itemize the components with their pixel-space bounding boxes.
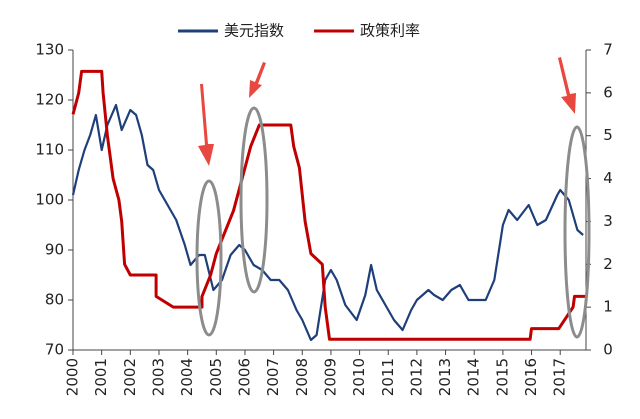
x-tick-label: 2015	[493, 358, 511, 396]
x-tick-label: 2012	[407, 358, 425, 396]
x-tick-label: 2017	[551, 358, 569, 396]
y-tick-label: 70	[45, 341, 64, 359]
y2-tick-label: 5	[603, 126, 613, 144]
x-tick-label: 2011	[379, 358, 397, 396]
arrow	[558, 57, 576, 114]
y2-tick-label: 2	[603, 255, 613, 273]
x-tick-label: 2006	[235, 358, 253, 396]
x-tick-label: 2010	[350, 358, 368, 396]
y2-tick-label: 1	[603, 298, 613, 316]
highlight-ellipse	[239, 106, 269, 294]
y2-tick-label: 4	[603, 169, 613, 187]
annotations	[195, 57, 591, 339]
y-tick-label: 110	[35, 141, 64, 159]
arrow	[249, 62, 266, 98]
y2-tick-label: 3	[603, 212, 613, 230]
x-tick-label: 2005	[207, 358, 225, 396]
y-tick-label: 130	[35, 41, 64, 59]
arrow	[198, 84, 214, 166]
highlight-ellipse	[563, 125, 591, 339]
y-tick-label: 120	[35, 91, 64, 109]
series-line	[71, 103, 584, 342]
x-tick-label: 2001	[92, 358, 110, 396]
x-tick-label: 2016	[522, 358, 540, 396]
y2-tick-label: 0	[603, 341, 613, 359]
y-tick-label: 90	[45, 241, 64, 259]
legend-label: 政策利率	[360, 22, 420, 40]
legend-label: 美元指数	[224, 22, 284, 40]
y-tick-label: 80	[45, 291, 64, 309]
y2-tick-label: 6	[603, 83, 613, 101]
x-tick-label: 2013	[436, 358, 454, 396]
y-tick-label: 100	[35, 191, 64, 209]
highlight-ellipse	[195, 179, 223, 337]
series-line	[71, 69, 586, 341]
x-tick-label: 2002	[121, 358, 139, 396]
y2-tick-label: 7	[603, 41, 613, 59]
x-tick-label: 2000	[64, 358, 82, 396]
x-tick-label: 2004	[178, 358, 196, 396]
x-tick-label: 2009	[321, 358, 339, 396]
x-tick-label: 2008	[293, 358, 311, 396]
x-tick-label: 2003	[149, 358, 167, 396]
x-tick-label: 2007	[264, 358, 282, 396]
x-tick-label: 2014	[465, 358, 483, 396]
